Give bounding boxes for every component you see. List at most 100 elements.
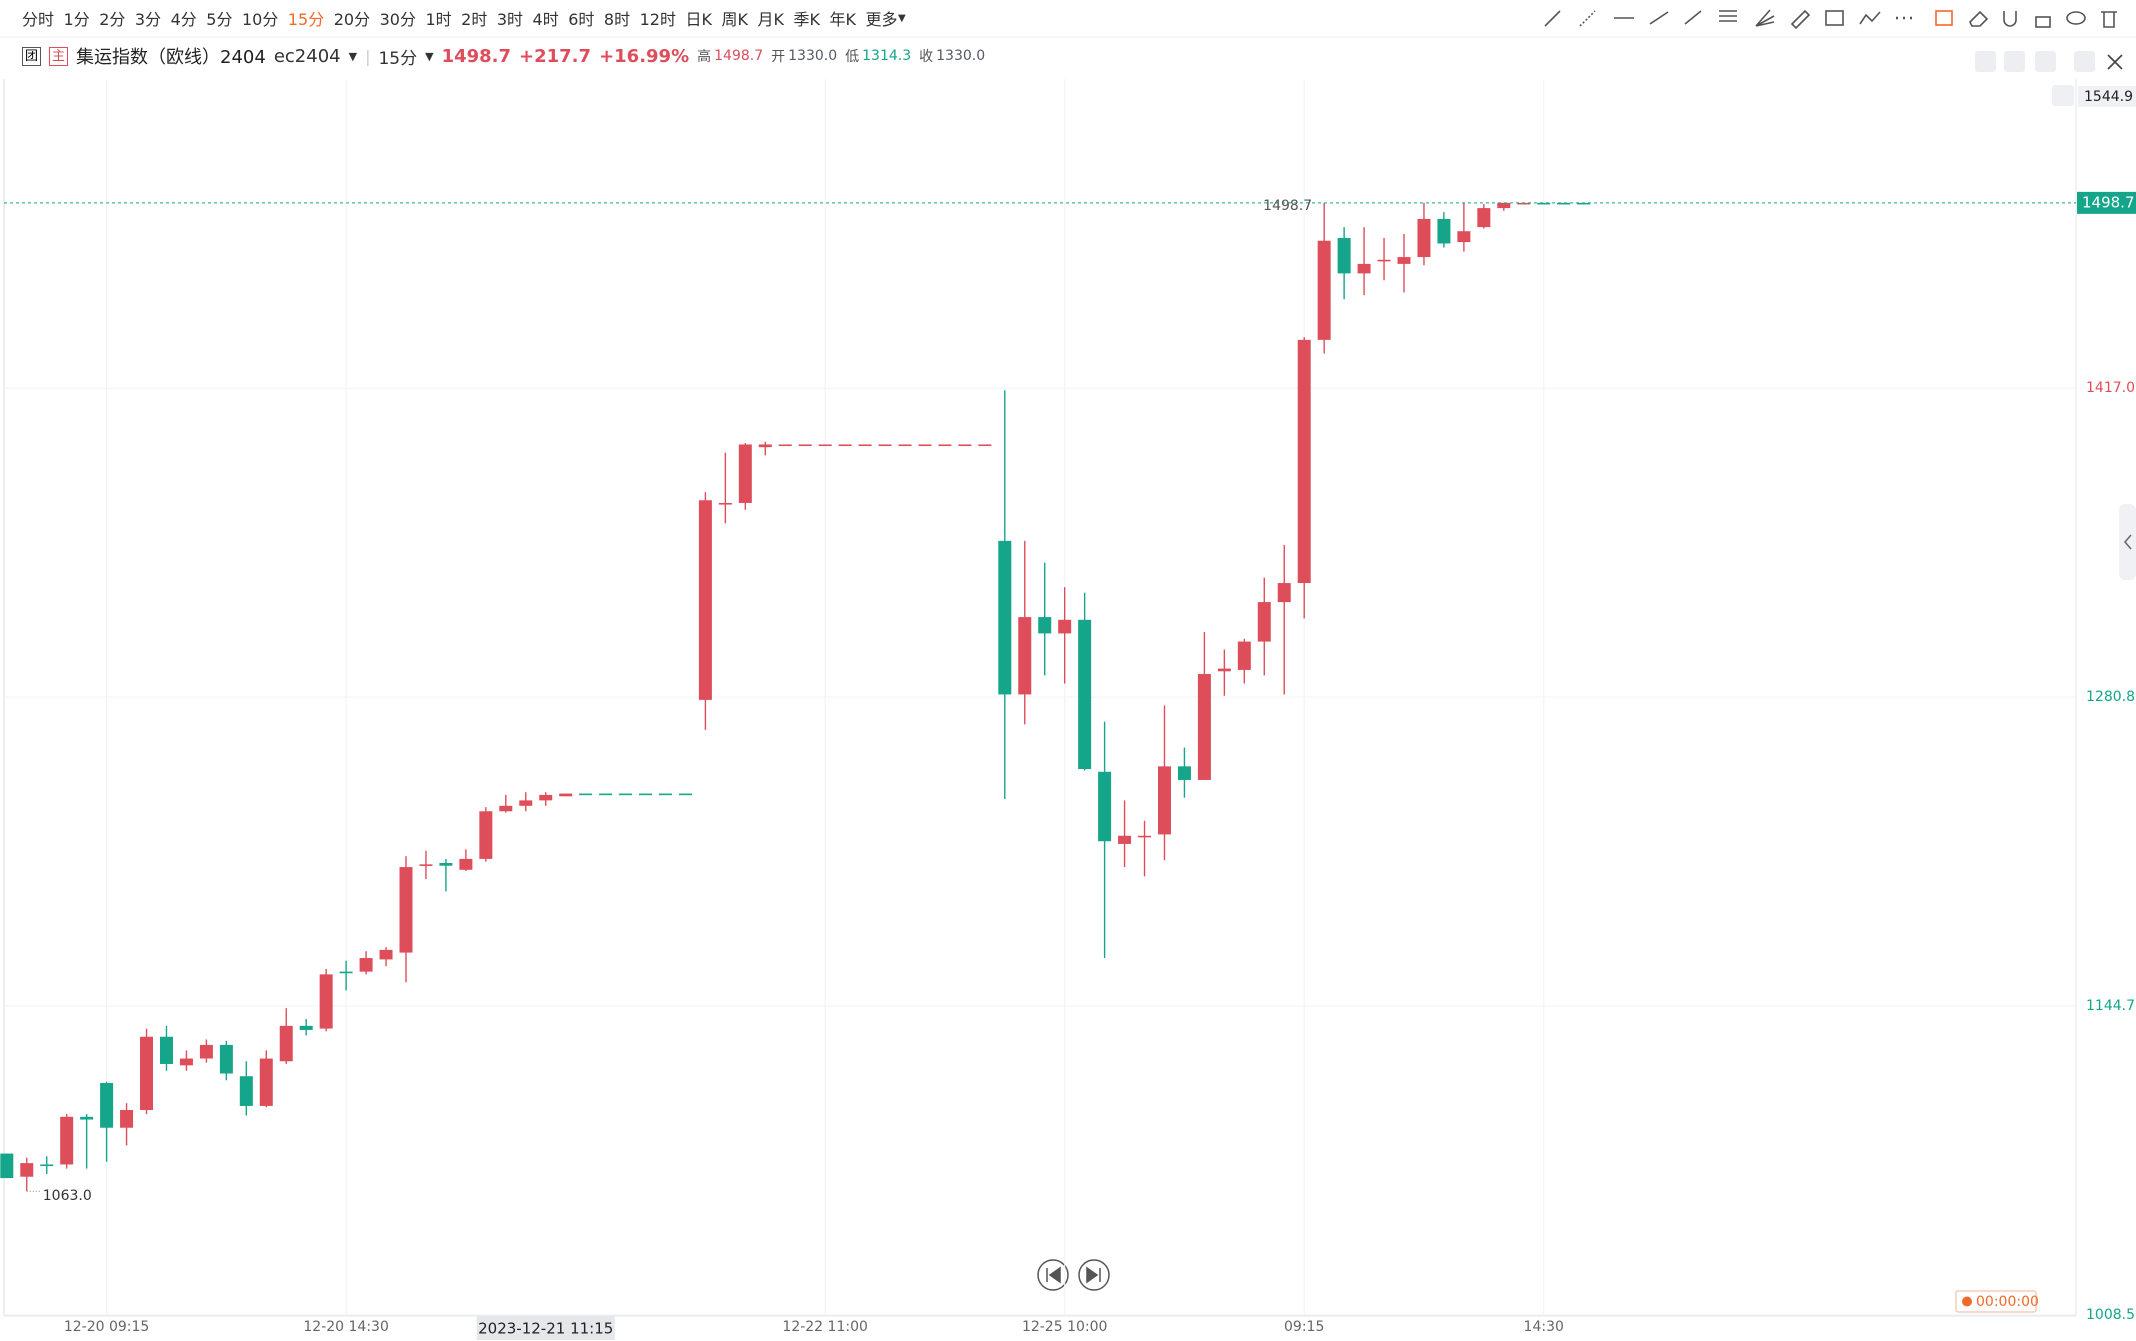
candle-body [1557, 202, 1571, 205]
period-button[interactable]: 日K [685, 10, 712, 29]
candle-body [159, 1036, 173, 1064]
period-button[interactable]: 1时 [425, 10, 452, 29]
candle-body [718, 502, 732, 505]
cursor-value: 1544.9 [2084, 89, 2133, 105]
period[interactable]: 15分 [378, 48, 418, 69]
candle-body [918, 444, 932, 447]
ohlc-label: 低 [845, 49, 860, 65]
ohlc-label: 开 [771, 49, 786, 65]
badge[interactable]: 团 [22, 46, 41, 66]
period-button[interactable]: 1分 [63, 10, 90, 29]
tool-fib[interactable] [1719, 10, 1737, 22]
control-button[interactable] [2004, 51, 2025, 72]
candle-body [1177, 766, 1191, 780]
tool-trend[interactable] [1859, 11, 1881, 25]
x-tick-label: 12-20 14:30 [303, 1319, 388, 1335]
candle-body [219, 1044, 233, 1074]
candle-body [239, 1076, 253, 1106]
candle-body [958, 444, 972, 447]
candle-body [678, 793, 692, 796]
tool-fan[interactable] [1755, 9, 1775, 27]
tool-magnet[interactable] [2003, 11, 2017, 27]
crosshair-label: 2023-12-21 11:15 [478, 1320, 613, 1338]
candle-body [40, 1164, 54, 1167]
candle-body [1157, 766, 1171, 835]
period-button[interactable]: 季K [793, 10, 820, 29]
chart-controls[interactable] [1975, 51, 2123, 72]
control-button[interactable] [2074, 51, 2095, 72]
candle-body [1058, 619, 1072, 634]
period-button[interactable]: 3时 [496, 10, 524, 29]
change-pct: +16.99% [599, 45, 690, 67]
timer-box [1955, 1290, 2037, 1313]
period-button[interactable]: 月K [757, 10, 784, 29]
dropdown-caret[interactable]: ▼ [425, 49, 434, 63]
candle-body [1098, 771, 1112, 842]
candle-body [1277, 583, 1291, 603]
period-button[interactable]: 5分 [206, 10, 233, 29]
more-button[interactable]: 更多 [865, 10, 898, 29]
candle-body [1417, 218, 1431, 258]
period-button[interactable]: 2分 [99, 10, 126, 29]
last-price-label: 1498.7 [2082, 193, 2135, 211]
candle-body [1217, 668, 1231, 672]
candle-body [279, 1025, 293, 1062]
tool-dotted-line[interactable] [1579, 10, 1596, 27]
timer-icon [1962, 1296, 1972, 1307]
period-button[interactable]: 分时 [22, 10, 55, 29]
timer: 00:00:00 [1976, 1294, 2039, 1310]
tool-delete[interactable] [2101, 11, 2117, 28]
side-panel-toggle[interactable] [2119, 504, 2136, 580]
dropdown-caret[interactable]: ▼ [348, 49, 358, 63]
candle-body [519, 800, 533, 806]
period-button[interactable]: 4时 [532, 10, 559, 29]
y-tick-label: 1280.8 [2086, 689, 2135, 705]
tool-lock[interactable] [2035, 16, 2051, 28]
candle-body [1078, 619, 1092, 770]
candle-body [658, 793, 672, 796]
period-button[interactable]: 6时 [568, 10, 595, 29]
period-button[interactable]: 10分 [241, 10, 279, 29]
cursor-value-tag [2078, 86, 2136, 107]
instrument-code[interactable]: ec2404 [273, 45, 341, 67]
period-button[interactable]: 3分 [134, 10, 162, 29]
candle-body [1437, 218, 1451, 244]
period-button[interactable]: 15分 [287, 10, 325, 29]
candle-body [1577, 202, 1591, 205]
drawing-tools[interactable] [1544, 9, 2117, 30]
close-button[interactable] [2107, 54, 2123, 70]
tool-image[interactable] [1825, 10, 1844, 26]
control-button[interactable] [1975, 51, 1996, 72]
tool-eraser[interactable] [1969, 10, 1989, 27]
tool-arrow[interactable] [1684, 10, 1702, 25]
period-button[interactable]: 4分 [170, 10, 197, 29]
candle-body [1477, 208, 1491, 228]
candle-body [858, 444, 872, 447]
candle-body [1457, 231, 1471, 243]
period-button[interactable]: 12时 [639, 10, 676, 29]
y-tick-label: 1144.7 [2086, 998, 2135, 1014]
scroll-buttons[interactable] [1037, 1259, 1110, 1291]
ohlc-value: 1330.0 [936, 48, 986, 64]
period-button[interactable]: 30分 [379, 10, 416, 29]
last-price: 1498.7 [441, 45, 512, 67]
candle-body [499, 805, 513, 812]
candle-body [798, 444, 812, 447]
tool-edit[interactable] [1935, 10, 1953, 26]
alert-bell[interactable] [2052, 85, 2074, 106]
candle-body [878, 444, 892, 447]
tool-pen[interactable] [1790, 9, 1811, 30]
period-button[interactable]: 2时 [461, 10, 488, 29]
tool-ray[interactable] [1544, 10, 1561, 27]
period-button[interactable]: 周K [721, 10, 748, 29]
badge[interactable]: 主 [49, 46, 68, 66]
candle-body [639, 793, 653, 796]
period-button[interactable]: 20分 [333, 10, 371, 29]
control-button[interactable] [2035, 51, 2056, 72]
period-button[interactable]: 8时 [603, 10, 631, 29]
period-button[interactable]: 年K [829, 10, 856, 29]
ohlc-label: 高 [697, 49, 712, 65]
tool-segment[interactable] [1649, 11, 1669, 25]
tool-eye[interactable] [2066, 11, 2086, 25]
